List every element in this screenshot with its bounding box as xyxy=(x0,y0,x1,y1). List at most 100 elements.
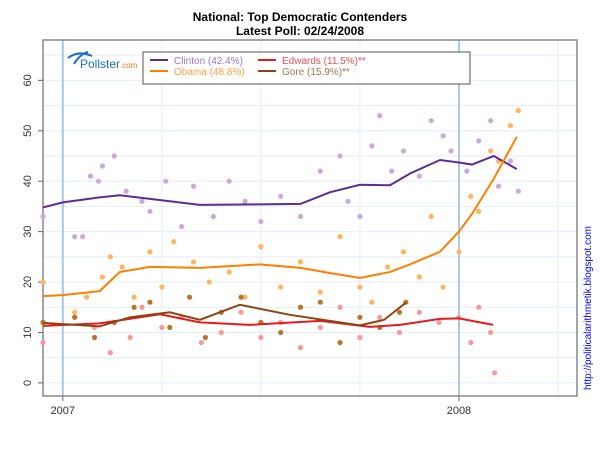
data-point xyxy=(167,324,173,331)
data-point xyxy=(107,254,113,260)
data-point xyxy=(99,163,106,169)
data-point xyxy=(242,294,248,300)
data-point xyxy=(357,334,363,341)
logo-text: Pollster.com xyxy=(80,57,138,71)
y-tick-label: 40 xyxy=(22,175,34,187)
data-point xyxy=(131,304,137,310)
data-point xyxy=(428,118,434,124)
data-point xyxy=(476,208,482,215)
data-point xyxy=(297,344,304,351)
chart-title: National: Top Democratic Contenders Late… xyxy=(0,10,600,38)
x-tick-label: 2007 xyxy=(51,405,75,417)
data-point xyxy=(476,138,482,144)
data-point xyxy=(226,178,232,184)
data-point xyxy=(278,193,284,199)
data-point xyxy=(488,148,494,154)
data-point xyxy=(131,294,137,300)
data-point xyxy=(396,309,403,315)
data-point xyxy=(377,113,383,119)
data-point xyxy=(206,279,212,285)
trend-line xyxy=(42,301,407,328)
data-point xyxy=(495,183,502,189)
data-point xyxy=(357,284,363,290)
legend-label: Obama (48.8%) xyxy=(174,67,245,78)
data-point xyxy=(440,284,446,290)
blog-url[interactable]: http://politicalarithmetik.blogspot.com xyxy=(583,226,594,390)
data-point xyxy=(163,178,169,184)
data-point xyxy=(218,329,224,336)
data-point xyxy=(278,329,284,336)
trend-line xyxy=(42,313,494,328)
data-point xyxy=(507,123,514,129)
data-point xyxy=(40,213,46,220)
data-point xyxy=(139,304,145,310)
data-point xyxy=(147,249,153,255)
data-point xyxy=(123,188,129,194)
data-point xyxy=(317,289,323,295)
y-tick-label: 20 xyxy=(22,276,34,288)
data-point xyxy=(210,213,216,220)
data-point xyxy=(297,304,304,310)
data-point xyxy=(147,299,153,305)
data-point xyxy=(202,334,209,341)
y-tick-label: 0 xyxy=(22,380,34,386)
data-point xyxy=(159,284,165,290)
data-point xyxy=(416,274,422,280)
data-point xyxy=(317,324,323,331)
data-point xyxy=(238,309,244,315)
data-point xyxy=(317,299,323,305)
y-tick-label: 10 xyxy=(22,326,34,338)
data-point xyxy=(278,284,284,290)
data-point xyxy=(111,153,117,159)
data-point xyxy=(357,213,363,220)
x-tick-label: 2008 xyxy=(447,405,471,417)
data-point xyxy=(190,183,197,189)
data-point xyxy=(448,148,454,154)
data-point xyxy=(337,234,343,240)
data-point xyxy=(119,264,125,270)
data-point xyxy=(400,249,407,255)
data-point xyxy=(337,304,343,310)
data-point xyxy=(238,294,244,300)
data-point xyxy=(139,198,145,204)
title: National: Top Democratic Contenders xyxy=(192,10,408,24)
data-point xyxy=(440,133,446,139)
data-point xyxy=(317,168,323,174)
data-point xyxy=(297,213,304,220)
data-point xyxy=(107,350,113,356)
data-point xyxy=(436,319,442,325)
trend-line xyxy=(42,136,518,298)
data-point xyxy=(507,158,514,164)
legend xyxy=(142,51,471,85)
data-point xyxy=(416,309,422,315)
data-point xyxy=(72,234,78,240)
data-point xyxy=(468,339,474,346)
data-point xyxy=(385,264,391,270)
data-point xyxy=(95,178,102,184)
data-point xyxy=(171,239,177,245)
data-point xyxy=(40,279,46,285)
data-point xyxy=(72,314,78,320)
data-point xyxy=(83,294,90,300)
data-point xyxy=(242,198,248,204)
data-point xyxy=(91,334,98,341)
pollster-logo: Pollster.com xyxy=(67,51,138,71)
data-point xyxy=(369,299,375,305)
data-point xyxy=(337,339,343,346)
data-point xyxy=(297,259,304,265)
y-tick-label: 60 xyxy=(22,74,34,86)
data-point xyxy=(400,148,407,154)
data-point xyxy=(515,188,521,194)
data-point xyxy=(345,198,351,204)
data-point xyxy=(464,168,470,174)
data-point xyxy=(428,213,434,220)
data-point xyxy=(476,304,482,310)
legend-label: Edwards (11.5%)** xyxy=(282,56,366,67)
data-point xyxy=(258,334,264,341)
data-point xyxy=(396,329,403,336)
data-point xyxy=(456,249,462,255)
data-point xyxy=(369,143,375,149)
legend-label: Clinton (42.4%) xyxy=(174,56,243,67)
legend-label: Gore (15.9%)** xyxy=(282,67,350,78)
data-point xyxy=(389,168,395,174)
